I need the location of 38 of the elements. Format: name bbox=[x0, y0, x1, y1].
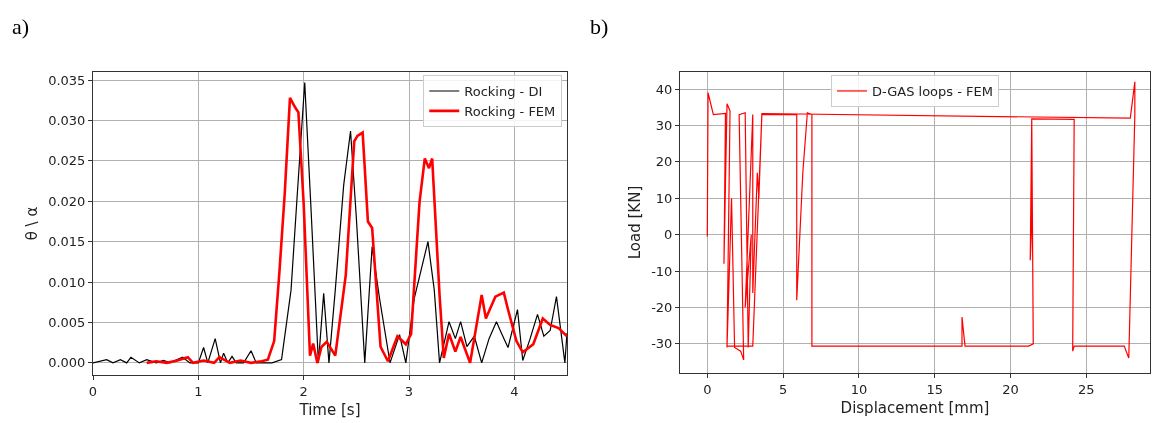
x-tick-label: 10 bbox=[850, 381, 868, 397]
x-tick-label: 0 bbox=[703, 381, 712, 397]
y-axis-title: θ \ α bbox=[23, 206, 42, 241]
x-tick-label: 5 bbox=[778, 381, 788, 397]
x-tick-label: 4 bbox=[510, 383, 519, 399]
x-tick-label: 20 bbox=[1002, 381, 1019, 397]
x-tick-label: 15 bbox=[926, 381, 943, 397]
line-series bbox=[706, 81, 1136, 361]
y-tick-label: 0.010 bbox=[48, 274, 86, 290]
x-tick-label: 2 bbox=[299, 383, 308, 399]
x-tick-label: 25 bbox=[1078, 381, 1095, 397]
y-tick-label: 0.005 bbox=[48, 315, 86, 331]
x-axis-title: Displacement [mm] bbox=[840, 398, 990, 417]
x-tick-label: 3 bbox=[404, 383, 414, 399]
y-tick-label: 30 bbox=[655, 118, 673, 134]
y-tick-label: 0.000 bbox=[48, 355, 86, 371]
legend-label: Rocking - FEM bbox=[464, 103, 556, 119]
x-tick-label: 1 bbox=[194, 383, 203, 399]
text: a) bbox=[12, 14, 30, 39]
y-tick-label: 20 bbox=[655, 154, 673, 170]
y-tick-label: -10 bbox=[651, 263, 673, 279]
x-tick-label: 0 bbox=[88, 383, 98, 399]
text: b) bbox=[590, 14, 609, 39]
y-tick-label: 0.015 bbox=[48, 234, 86, 250]
y-tick-label: 0.035 bbox=[48, 72, 86, 88]
y-tick-label: -30 bbox=[651, 336, 673, 352]
y-tick-label: 0.030 bbox=[48, 113, 86, 129]
x-axis-title: Time [s] bbox=[298, 400, 361, 419]
y-tick-label: 0.025 bbox=[48, 153, 86, 169]
y-axis-title: Load [KN] bbox=[626, 185, 645, 260]
y-tick-label: -20 bbox=[651, 300, 673, 316]
y-tick-label: 10 bbox=[655, 190, 673, 206]
legend-label: Rocking - DI bbox=[464, 84, 543, 100]
line-series bbox=[93, 81, 567, 364]
y-tick-label: 0.020 bbox=[48, 193, 86, 209]
legend-label: D-GAS loops - FEM bbox=[872, 84, 993, 100]
y-tick-label: 40 bbox=[655, 81, 673, 97]
y-tick-label: 0 bbox=[664, 227, 673, 243]
